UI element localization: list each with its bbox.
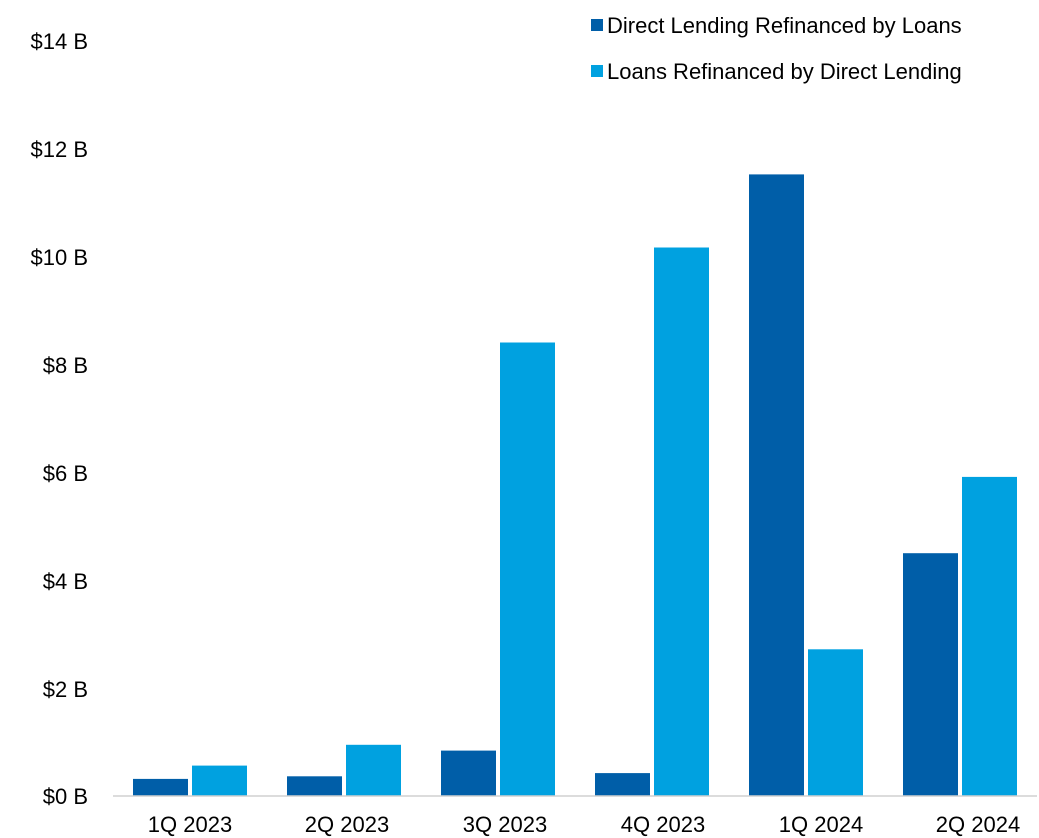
bar-loans-refinanced-by-direct-lending-2q-2023 — [346, 744, 401, 796]
x-tick-label: 4Q 2023 — [621, 812, 705, 837]
bar-direct-lending-refinanced-by-loans-3q-2023 — [441, 750, 496, 796]
legend: Direct Lending Refinanced by Loans Loans… — [591, 13, 962, 84]
x-tick-label: 2Q 2024 — [936, 812, 1020, 837]
legend-label: Direct Lending Refinanced by Loans — [607, 13, 962, 38]
y-tick-label: $10 B — [31, 245, 89, 270]
bar-loans-refinanced-by-direct-lending-4q-2023 — [654, 247, 709, 796]
x-tick-label: 2Q 2023 — [305, 812, 389, 837]
x-tick-label: 1Q 2024 — [779, 812, 863, 837]
bar-direct-lending-refinanced-by-loans-1q-2023 — [133, 778, 188, 796]
legend-label: Loans Refinanced by Direct Lending — [607, 59, 962, 84]
bar-loans-refinanced-by-direct-lending-3q-2023 — [500, 342, 555, 796]
y-tick-label: $0 B — [43, 784, 88, 809]
y-axis: $0 B $2 B $4 B $6 B $8 B $10 B $12 B $14… — [31, 29, 89, 809]
bar-direct-lending-refinanced-by-loans-2q-2024 — [903, 553, 958, 796]
legend-swatch-direct-lending-refinanced-by-loans — [591, 19, 603, 31]
legend-swatch-loans-refinanced-by-direct-lending — [591, 65, 603, 77]
bar-loans-refinanced-by-direct-lending-2q-2024 — [962, 476, 1017, 796]
x-axis: 1Q 2023 2Q 2023 3Q 2023 4Q 2023 1Q 2024 … — [148, 812, 1020, 837]
y-tick-label: $14 B — [31, 29, 89, 54]
y-tick-label: $2 B — [43, 677, 88, 702]
y-tick-label: $12 B — [31, 137, 89, 162]
x-tick-label: 1Q 2023 — [148, 812, 232, 837]
y-tick-label: $4 B — [43, 569, 88, 594]
bar-loans-refinanced-by-direct-lending-1q-2023 — [192, 765, 247, 796]
bar-loans-refinanced-by-direct-lending-1q-2024 — [808, 649, 863, 796]
y-tick-label: $8 B — [43, 353, 88, 378]
y-tick-label: $6 B — [43, 461, 88, 486]
bar-direct-lending-refinanced-by-loans-1q-2024 — [749, 174, 804, 796]
x-tick-label: 3Q 2023 — [463, 812, 547, 837]
bar-series-group — [133, 174, 1017, 796]
bar-direct-lending-refinanced-by-loans-4q-2023 — [595, 773, 650, 796]
bar-direct-lending-refinanced-by-loans-2q-2023 — [287, 776, 342, 796]
